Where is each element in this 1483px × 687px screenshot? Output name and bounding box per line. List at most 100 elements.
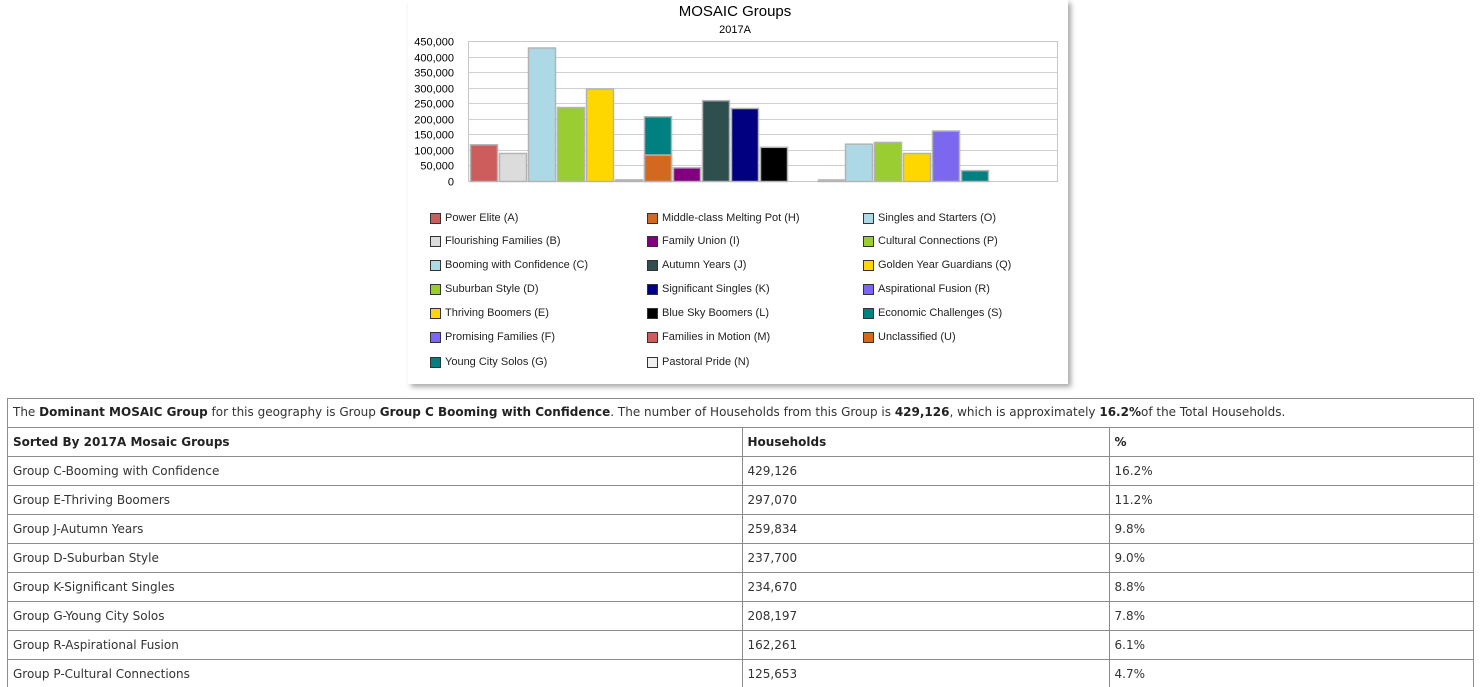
legend-label: Booming with Confidence (C)	[445, 259, 589, 271]
legend-item[interactable]: Young City Solos (G)	[430, 355, 547, 369]
legend-label: Aspirational Fusion (R)	[878, 283, 990, 295]
cell-group: Group G-Young City Solos	[8, 601, 743, 631]
table-body: Group C-Booming with Confidence 429,126 16…	[8, 456, 1473, 687]
cell-group: Group E-Thriving Boomers	[8, 485, 743, 515]
table-row: Group E-Thriving Boomers 297,070 11.2%	[8, 485, 1473, 515]
legend-swatch	[863, 212, 874, 224]
y-tick-label: 250,000	[414, 99, 454, 111]
bar[interactable]	[469, 144, 499, 183]
legend-label: Power Elite (A)	[445, 212, 519, 224]
chart-legend: Power Elite (A) Flourishing Families (B) B…	[408, 0, 1068, 384]
cell-households: 234,670	[742, 572, 1110, 602]
chart-subtitle: 2017A	[719, 24, 751, 36]
summary-suffix: of the Total Households.	[1140, 405, 1286, 419]
table-row: Group C-Booming with Confidence 429,126 16…	[8, 456, 1473, 486]
legend-item[interactable]: Cultural Connections (P)	[863, 234, 998, 248]
bar[interactable]	[701, 99, 731, 183]
table-row: Group J-Autumn Years 259,834 9.8%	[8, 514, 1473, 544]
chart-panel: MOSAIC Groups 2017A 0 50,000 100,000 150,00…	[408, 0, 1068, 384]
bar[interactable]	[960, 169, 990, 183]
legend-swatch	[430, 356, 441, 368]
legend-item[interactable]: Middle-class Melting Pot (H)	[647, 211, 800, 225]
cell-group: Group C-Booming with Confidence	[8, 456, 743, 486]
legend-swatch	[863, 235, 874, 247]
bar[interactable]	[585, 88, 615, 183]
legend-label: Cultural Connections (P)	[878, 235, 998, 247]
bar[interactable]	[643, 154, 673, 183]
table-row: Group D-Suburban Style 237,700 9.0%	[8, 543, 1473, 573]
cell-group: Group J-Autumn Years	[8, 514, 743, 544]
y-tick-label: 450,000	[414, 37, 454, 49]
legend-swatch	[430, 212, 441, 224]
legend-item[interactable]: Families in Motion (M)	[647, 330, 770, 344]
legend-item[interactable]: Thriving Boomers (E)	[430, 306, 549, 320]
bar[interactable]	[902, 152, 932, 183]
legend-label: Families in Motion (M)	[662, 331, 771, 343]
legend-swatch	[647, 283, 658, 295]
cell-households: 162,261	[742, 630, 1110, 660]
legend-swatch	[647, 356, 658, 368]
legend-item[interactable]: Singles and Starters (O)	[863, 211, 996, 225]
bar[interactable]	[672, 167, 702, 183]
legend-label: Middle-class Melting Pot (H)	[662, 212, 800, 224]
column-header-group[interactable]: Sorted By 2017A Mosaic Groups	[8, 428, 743, 457]
y-tick-label: 150,000	[414, 130, 454, 142]
bar[interactable]	[873, 141, 903, 183]
legend-item[interactable]: Autumn Years (J)	[647, 258, 746, 272]
legend-item[interactable]: Family Union (I)	[647, 234, 740, 248]
cell-percent: 6.1%	[1109, 630, 1473, 660]
legend-item[interactable]: Pastoral Pride (N)	[647, 355, 749, 369]
cell-group: Group R-Aspirational Fusion	[8, 630, 743, 660]
legend-item[interactable]: Blue Sky Boomers (L)	[647, 306, 769, 320]
cell-households: 297,070	[742, 485, 1110, 515]
legend-label: Significant Singles (K)	[662, 283, 770, 295]
cell-group: Group K-Significant Singles	[8, 572, 743, 602]
column-header-households[interactable]: Households	[742, 428, 1110, 457]
column-header-percent[interactable]: %	[1109, 428, 1473, 457]
legend-item[interactable]: Booming with Confidence (C)	[430, 258, 588, 272]
legend-item[interactable]: Flourishing Families (B)	[430, 234, 561, 248]
bar[interactable]	[556, 106, 586, 183]
legend-swatch	[430, 235, 441, 247]
table-header-row: Sorted By 2017A Mosaic Groups Households…	[8, 428, 1473, 457]
cell-households: 237,700	[742, 543, 1110, 573]
legend-item[interactable]: Significant Singles (K)	[647, 282, 770, 296]
table-row: Group R-Aspirational Fusion 162,261 6.1%	[8, 630, 1473, 660]
cell-households: 208,197	[742, 601, 1110, 631]
legend-swatch	[863, 259, 874, 271]
bar[interactable]	[759, 146, 789, 183]
legend-item[interactable]: Economic Challenges (S)	[863, 306, 1002, 320]
legend-label: Singles and Starters (O)	[878, 212, 996, 224]
legend-item[interactable]: Promising Families (F)	[430, 330, 555, 344]
summary-group: Group C Booming with Confidence	[379, 405, 611, 419]
legend-item[interactable]: Golden Year Guardians (Q)	[863, 258, 1011, 272]
legend-label: Pastoral Pride (N)	[662, 356, 750, 368]
cell-percent: 11.2%	[1109, 485, 1473, 515]
results-box: The Dominant MOSAIC Group for this geogr…	[7, 398, 1474, 687]
summary-percent: 16.2%	[1099, 405, 1141, 419]
y-tick-label: 200,000	[414, 115, 454, 127]
chart-title: MOSAIC Groups	[679, 3, 792, 20]
summary-mid1: for this geography is Group	[207, 405, 380, 419]
legend-label: Unclassified (U)	[878, 331, 956, 343]
legend-item[interactable]: Suburban Style (D)	[430, 282, 539, 296]
legend-item[interactable]: Unclassified (U)	[863, 330, 956, 344]
legend-item[interactable]: Power Elite (A)	[430, 211, 518, 225]
bar[interactable]	[614, 179, 644, 183]
mosaic-bar-chart: MOSAIC Groups 2017A 0 50,000 100,000 150,00…	[414, 3, 1058, 189]
table-row: Group K-Significant Singles 234,670 8.8%	[8, 572, 1473, 602]
cell-percent: 9.8%	[1109, 514, 1473, 544]
bar[interactable]	[527, 47, 557, 183]
bar[interactable]	[498, 152, 528, 183]
table-row: Group P-Cultural Connections 125,653 4.7%	[8, 659, 1473, 687]
summary-label: Dominant MOSAIC Group	[39, 405, 208, 419]
bar[interactable]	[730, 107, 760, 183]
summary-prefix: The	[13, 405, 40, 419]
legend-item[interactable]: Aspirational Fusion (R)	[863, 282, 990, 296]
legend-swatch	[647, 259, 658, 271]
bar[interactable]	[931, 130, 961, 183]
legend-swatch	[430, 259, 441, 271]
legend-label: Autumn Years (J)	[662, 259, 747, 271]
bar[interactable]	[844, 143, 874, 183]
legend-swatch	[863, 331, 874, 343]
